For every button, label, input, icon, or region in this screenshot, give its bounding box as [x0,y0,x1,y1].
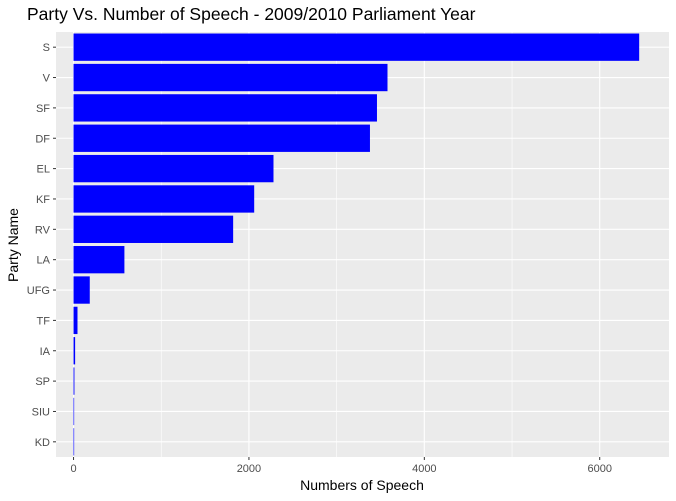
y-tick-label: SF [36,103,50,115]
bar-sp [73,367,75,395]
chart-title: Party Vs. Number of Speech - 2009/2010 P… [27,4,476,24]
y-tick-label: RV [35,224,51,236]
x-tick-label: 0 [70,463,76,475]
bar-rv [73,215,234,243]
y-tick-label: UFG [27,285,50,297]
y-tick-label: SIU [32,406,50,418]
x-tick-label: 6000 [587,463,611,475]
y-tick-label: EL [37,164,50,176]
bar-ufg [73,276,90,304]
y-tick-label: V [43,73,51,85]
bar-df [73,124,370,152]
y-axis-title: Party Name [5,208,21,282]
y-tick-label: LA [37,255,51,267]
bar-v [73,63,388,92]
bar-tf [73,306,78,335]
bar-ia [73,337,76,365]
y-tick-label: TF [37,315,51,327]
y-tick-label: S [43,42,50,54]
y-tick-label: DF [35,133,50,145]
x-axis-title: Numbers of Speech [300,477,424,493]
y-tick-label: SP [35,376,50,388]
y-tick-label: KD [35,437,50,449]
y-tick-label: IA [40,346,51,358]
bar-kd [73,428,75,456]
x-tick-label: 2000 [237,463,261,475]
x-tick-label: 4000 [412,463,436,475]
bar-la [73,246,125,274]
bar-el [73,154,274,183]
bar-kf [73,185,255,213]
bar-s [73,33,640,61]
y-tick-label: KF [36,194,50,206]
bar-siu [73,397,75,426]
bar-sf [73,94,377,122]
